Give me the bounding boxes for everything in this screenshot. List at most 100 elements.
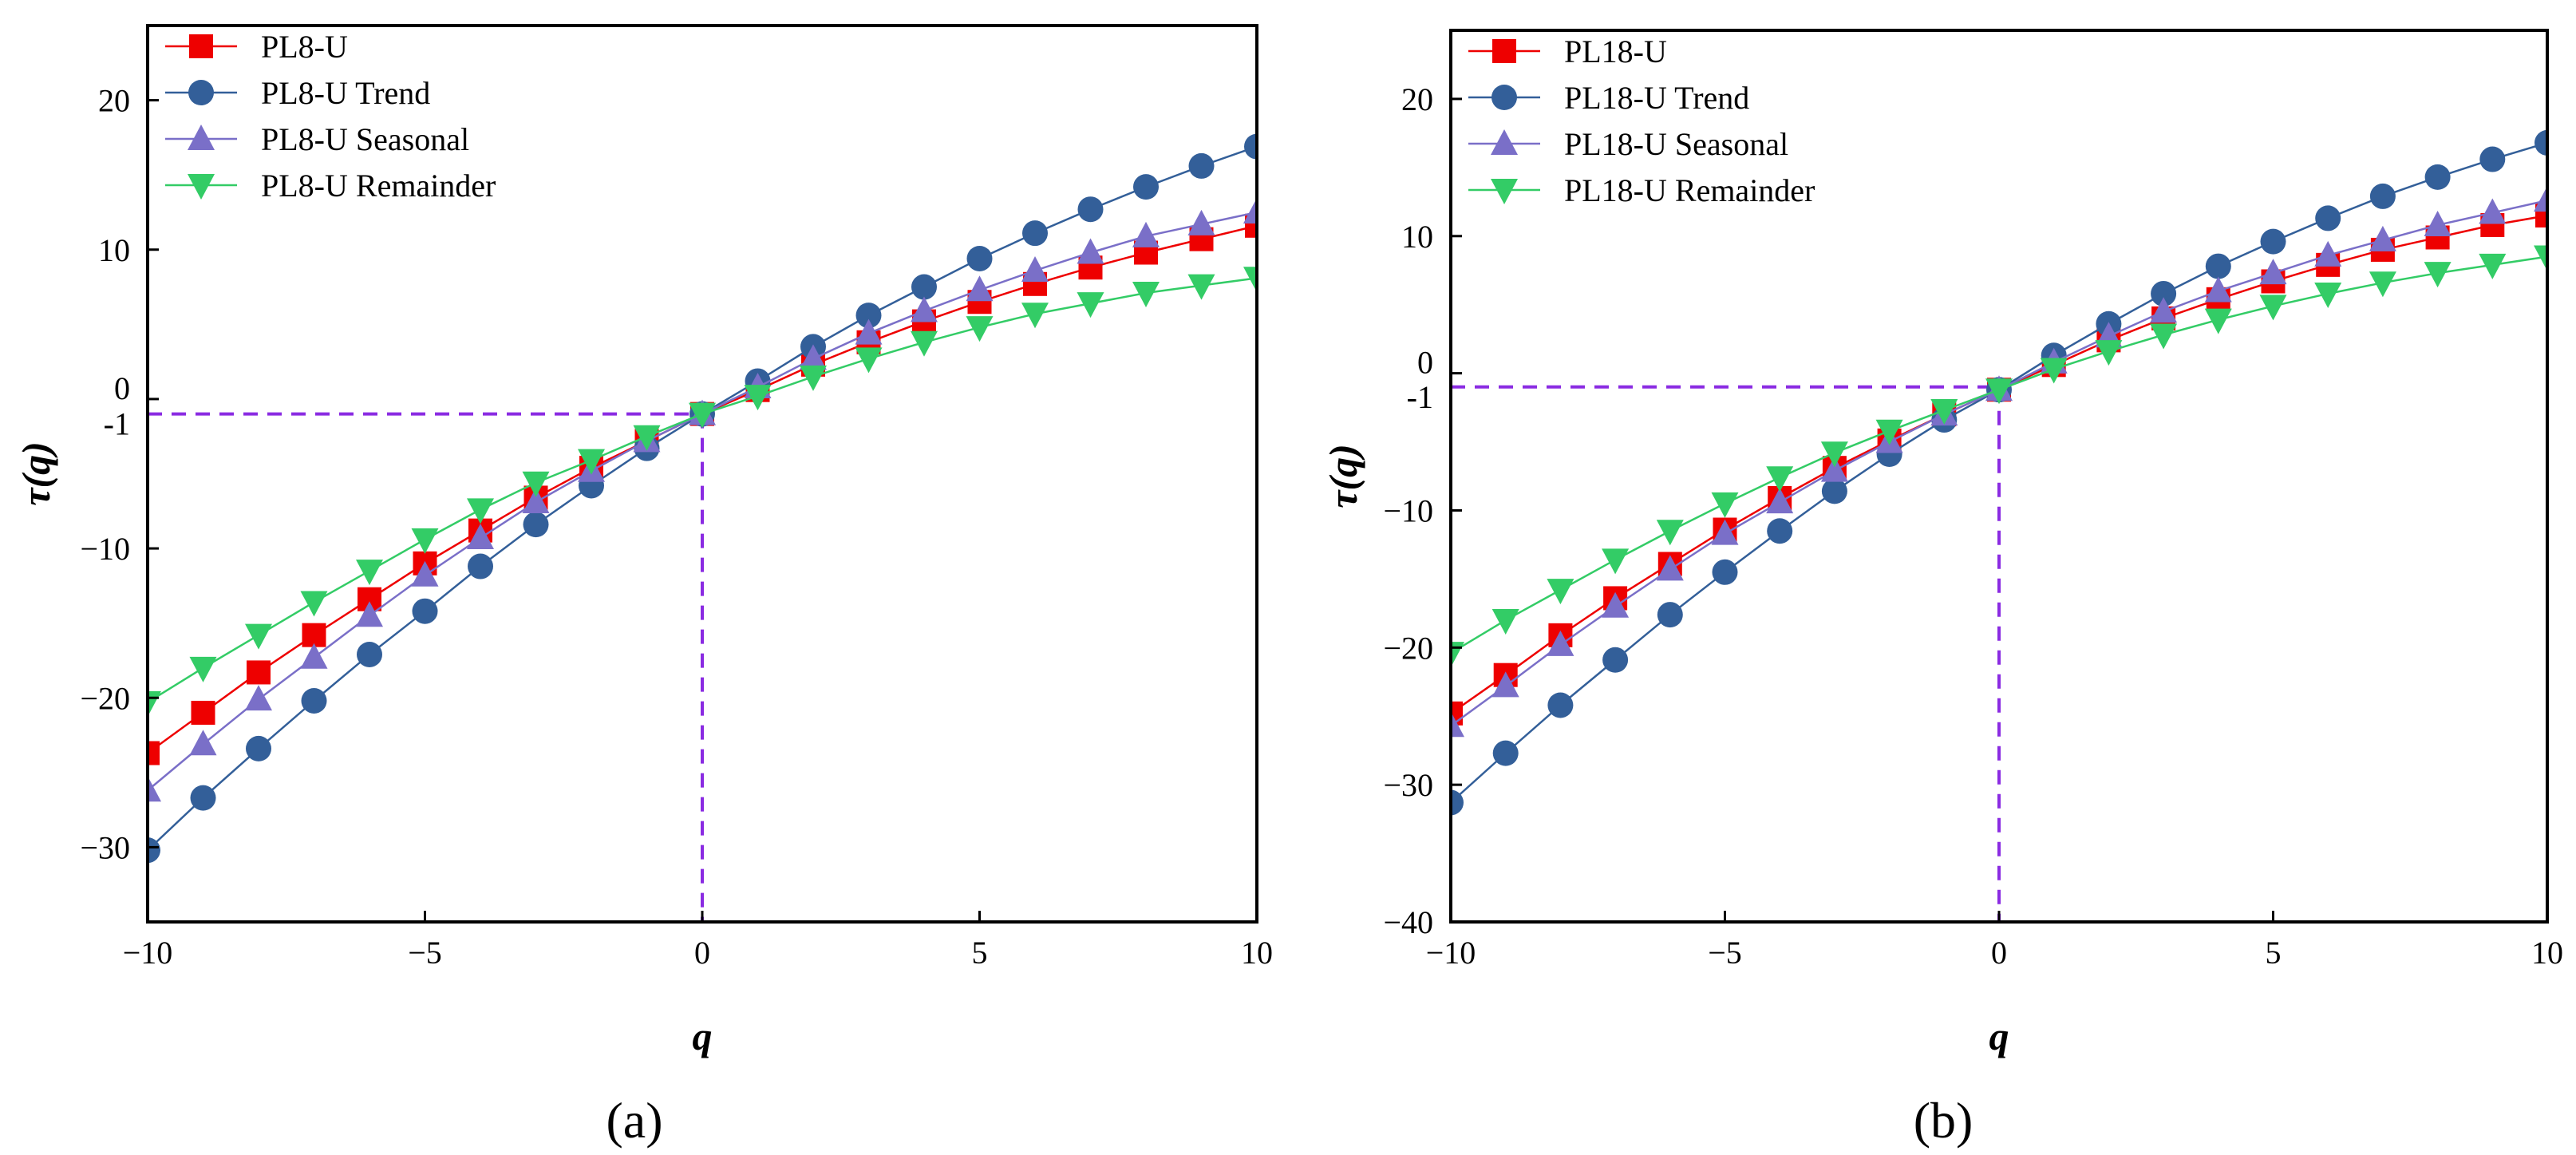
data-point-trend [523, 512, 549, 538]
data-point-remainder [522, 471, 550, 497]
data-point-trend [2260, 228, 2286, 255]
x-tick-label: −10 [123, 935, 173, 971]
data-point-seasonal [1656, 555, 1684, 581]
data-point-trend [246, 735, 271, 761]
data-point-trend [1188, 152, 1215, 179]
data-point-remainder [300, 591, 328, 617]
data-point-seasonal [966, 275, 994, 302]
data-point-trend [2479, 146, 2506, 172]
legend: PL8-U PL8-U Trend PL8-U Seasonal PL8-U Rema… [165, 29, 496, 204]
data-point-remainder [411, 528, 439, 554]
x-axis-title: q [1989, 1014, 2009, 1058]
data-point-trend [190, 785, 216, 811]
data-point-trend [2369, 183, 2396, 209]
y-tick-label: −20 [1383, 630, 1433, 666]
data-point-seasonal [855, 318, 883, 345]
y-tick-label: 0 [1417, 345, 1433, 381]
data-point-trend [1657, 602, 1683, 628]
x-tick-label: −5 [1708, 935, 1742, 971]
legend-marker-trend [188, 80, 214, 105]
data-point-trend [2424, 164, 2451, 190]
data-point-trend [1712, 559, 1738, 585]
legend-label-pl-u: PL18-U [1564, 34, 1667, 69]
y-tick-label: 20 [1401, 81, 1433, 117]
y-tick-label: -1 [1407, 379, 1433, 415]
data-point-remainder [578, 449, 605, 475]
data-point-pl-u [148, 741, 160, 765]
data-point-seasonal [300, 643, 328, 669]
data-point-remainder [1021, 303, 1049, 329]
x-tick-label: 10 [1241, 935, 1273, 971]
data-point-remainder [2424, 262, 2452, 288]
legend: PL18-U PL18-U Trend PL18-U Seasonal PL18-U … [1468, 34, 1815, 208]
data-point-seasonal [2369, 225, 2396, 251]
data-point-remainder [1930, 399, 1958, 425]
data-point-seasonal [2479, 198, 2507, 224]
legend-marker-remainder [188, 174, 215, 200]
data-point-remainder [245, 623, 272, 650]
legend-label-trend: PL18-U Trend [1564, 80, 1749, 116]
data-point-trend [911, 274, 937, 300]
data-point-seasonal [148, 776, 161, 802]
data-point-trend [1077, 196, 1104, 223]
data-point-seasonal [1766, 488, 1794, 514]
y-tick-label: −10 [80, 531, 130, 567]
legend-label-pl-u: PL8-U [261, 29, 348, 65]
x-axis-title: q [693, 1014, 713, 1058]
data-point-remainder [2534, 245, 2547, 271]
x-tick-label: 0 [694, 935, 710, 971]
y-tick-label: 10 [98, 232, 130, 268]
data-point-remainder [356, 560, 383, 586]
data-point-seasonal [245, 685, 272, 711]
data-point-remainder [1820, 441, 1848, 468]
x-tick-label: 5 [2266, 935, 2282, 971]
data-point-remainder [1132, 282, 1160, 308]
legend-label-seasonal: PL18-U Seasonal [1564, 126, 1788, 162]
data-point-seasonal [2534, 186, 2547, 212]
data-point-remainder [1077, 292, 1104, 318]
data-point-remainder [855, 347, 883, 374]
legend-marker-pl-u [189, 34, 213, 58]
data-point-seasonal [2314, 240, 2342, 267]
data-point-remainder [911, 330, 938, 357]
data-point-trend [2205, 253, 2231, 279]
legend-label-remainder: PL8-U Remainder [261, 168, 496, 204]
data-point-trend [966, 245, 993, 271]
data-point-seasonal [2150, 297, 2178, 323]
data-point-trend [468, 553, 493, 579]
data-point-seasonal [1820, 456, 1848, 482]
data-point-remainder [689, 402, 716, 429]
data-point-trend [855, 303, 882, 329]
y-tick-label: 0 [114, 370, 130, 406]
y-tick-label: −10 [1383, 492, 1433, 528]
data-point-remainder [1875, 419, 1903, 445]
data-point-seasonal [911, 296, 938, 322]
data-point-seasonal [1711, 519, 1739, 545]
x-tick-label: 5 [972, 935, 988, 971]
chart-panel-a: −10 −5 0 5 10−30−20−10-101020qτ(q)PL8-UPL8-U… [14, 24, 1273, 1149]
data-point-seasonal [1187, 209, 1215, 235]
legend-label-seasonal: PL8-U Seasonal [261, 121, 469, 157]
data-point-seasonal [800, 344, 827, 370]
chart-panel-b: −10 −5 0 5 10−40−30−20−10-101020qτ(q)PL18-UP… [1321, 29, 2563, 1149]
data-point-remainder [2150, 323, 2178, 350]
data-point-pl-u [302, 623, 326, 647]
data-point-remainder [966, 316, 994, 342]
data-point-trend [301, 687, 327, 714]
legend-marker-seasonal [1491, 129, 1518, 155]
data-point-trend [1767, 518, 1793, 544]
data-point-seasonal [522, 488, 550, 514]
data-point-remainder [1187, 274, 1215, 300]
x-tick-label: 10 [2531, 935, 2563, 971]
legend-marker-pl-u [1492, 39, 1516, 63]
plot-area [1451, 129, 2547, 816]
data-point-remainder [2314, 282, 2342, 308]
legend-marker-trend [1491, 85, 1517, 110]
data-point-seasonal [2204, 276, 2232, 303]
data-point-remainder [1985, 378, 2013, 405]
plot-frame [1449, 29, 2549, 924]
data-point-seasonal [2424, 211, 2452, 237]
data-point-trend [2315, 205, 2341, 231]
data-point-remainder [2204, 308, 2232, 334]
